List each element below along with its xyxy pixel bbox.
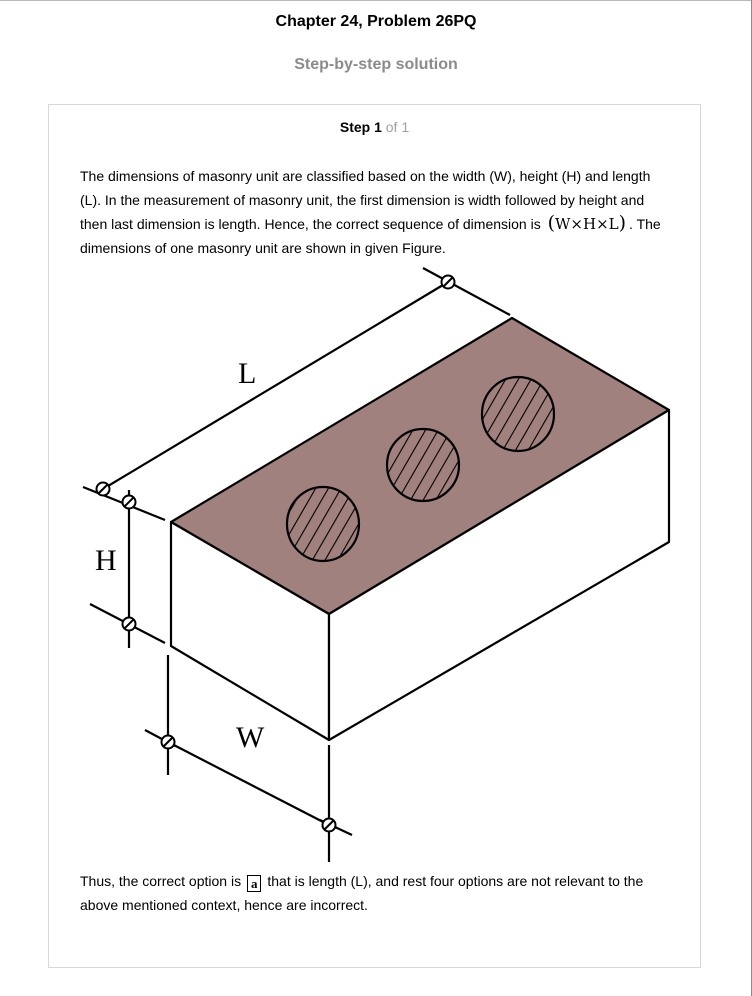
- step-total: of 1: [385, 119, 410, 135]
- brick-core-1: [285, 485, 361, 563]
- length-marker-right: [440, 274, 456, 290]
- conclusion-text: Thus, the correct option is: [80, 873, 242, 889]
- brick-core-2: [385, 427, 461, 503]
- answer-box: a: [246, 875, 262, 892]
- brick-core-3: [480, 375, 556, 453]
- chapter-title: Chapter 24, Problem 26PQ: [275, 13, 477, 30]
- explanation-text: The dimensions of masonry unit are class…: [80, 168, 651, 232]
- length-label: L: [238, 357, 256, 390]
- solution-subtitle: Step-by-step solution: [294, 56, 458, 73]
- width-marker-right: [321, 817, 337, 833]
- height-marker-top: [121, 494, 137, 510]
- conclusion-paragraph: Thus, the correct option is a that is le…: [80, 870, 670, 917]
- height-marker-bottom: [121, 616, 137, 632]
- height-label: H: [95, 544, 117, 577]
- formula-text: W×H×L: [555, 215, 619, 233]
- brick-side-face: [327, 408, 671, 742]
- explanation-text-end: . The dimensions of one masonry unit are…: [80, 216, 661, 256]
- step-label: Step 1: [339, 119, 382, 135]
- step-heading: Step 1 of 1: [49, 119, 700, 135]
- explanation-paragraph: The dimensions of masonry unit are class…: [80, 165, 670, 260]
- top-divider: [0, 0, 752, 1]
- width-marker-left: [160, 734, 176, 750]
- conclusion-text-end: that is length (L), and rest four option…: [80, 873, 644, 913]
- dimension-formula: (W×H×L): [545, 212, 629, 234]
- formula-open-paren: (: [547, 212, 556, 234]
- width-label: W: [236, 721, 265, 754]
- width-dimension-line: [167, 741, 330, 826]
- length-extension-right: [422, 267, 511, 316]
- length-dimension-line: [102, 281, 449, 490]
- formula-close-paren: ): [618, 212, 627, 234]
- length-marker-left: [95, 481, 111, 497]
